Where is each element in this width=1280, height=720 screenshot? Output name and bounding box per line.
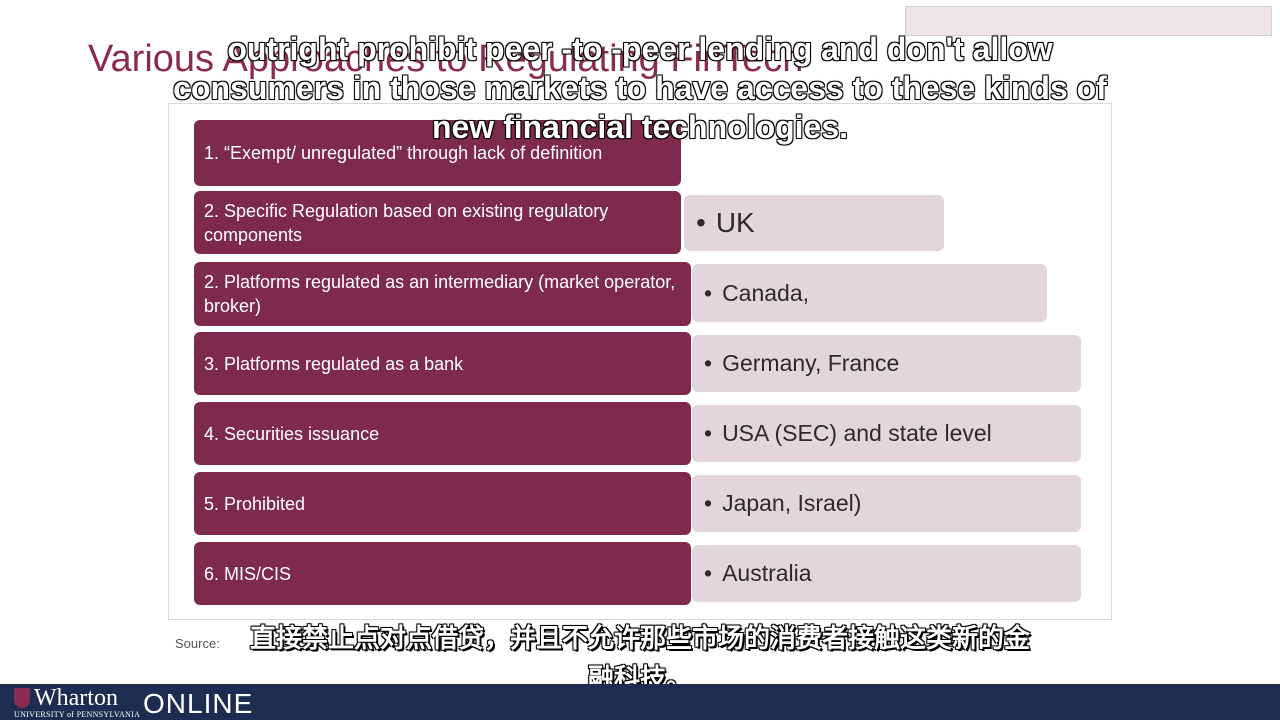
- footer-bar: [0, 684, 1280, 720]
- country-box-3: • Canada,: [692, 264, 1047, 322]
- bullet-icon: •: [704, 490, 713, 516]
- approach-row-1: 1. “Exempt/ unregulated” through lack of…: [194, 120, 681, 186]
- approach-label-2: 2. Specific Regulation based on existing…: [204, 200, 609, 245]
- approach-row-2: 2. Specific Regulation based on existing…: [194, 191, 681, 254]
- approach-label-1: 1. “Exempt/ unregulated” through lack of…: [204, 143, 603, 163]
- country-text-2: UK: [715, 207, 755, 238]
- bullet-icon: •: [704, 279, 713, 306]
- wharton-logo-text: Wharton: [34, 685, 118, 711]
- country-box-2: • UK: [684, 195, 944, 251]
- bullet-icon: •: [696, 207, 706, 238]
- subtitle-en-line-3: new financial technologies.: [431, 108, 849, 145]
- country-box-6: • Japan, Israel): [692, 475, 1081, 532]
- approach-label-4: 3. Platforms regulated as a bank: [204, 353, 464, 374]
- approach-row-5: 4. Securities issuance: [194, 402, 691, 465]
- country-box-7: • Australia: [692, 545, 1081, 602]
- country-text-6: Japan, Israel): [722, 490, 862, 516]
- approach-row-4: 3. Platforms regulated as a bank: [194, 332, 691, 395]
- approach-label-3: 2. Platforms regulated as an intermediar…: [204, 272, 676, 316]
- country-text-3: Canada,: [722, 279, 810, 306]
- approach-label-7: 6. MIS/CIS: [204, 563, 292, 584]
- source-label: Source:: [175, 636, 220, 651]
- slide-title: Various Approaches to Regulating FinTech: [88, 38, 804, 80]
- country-text-7: Australia: [722, 560, 812, 586]
- approach-label-6: 5. Prohibited: [204, 493, 306, 514]
- subtitle-zh-line-1: 直接禁止点对点借贷，并且不允许那些市场的消费者接触这类新的金: [249, 624, 1030, 654]
- watermark-box: [905, 6, 1272, 36]
- bullet-icon: •: [704, 350, 713, 376]
- bullet-icon: •: [704, 560, 713, 586]
- country-text-4: Germany, France: [722, 350, 900, 376]
- country-box-4: • Germany, France: [692, 335, 1081, 392]
- online-logo-text: ONLINE: [143, 688, 254, 719]
- country-text-5: USA (SEC) and state level: [722, 420, 992, 446]
- wharton-shield-icon: [14, 688, 30, 708]
- approach-row-3: 2. Platforms regulated as an intermediar…: [194, 262, 691, 326]
- approach-row-7: 6. MIS/CIS: [194, 542, 691, 605]
- subtitle-en-line-1: outright prohibit peer -to -peer lending…: [227, 30, 1054, 67]
- approach-label-5: 4. Securities issuance: [204, 423, 380, 444]
- approach-row-6: 5. Prohibited: [194, 472, 691, 535]
- bullet-icon: •: [704, 420, 713, 446]
- wharton-logo-subtext: UNIVERSITY of PENNSYLVANIA: [14, 710, 141, 719]
- subtitle-en-line-2: consumers in those markets to have acces…: [173, 69, 1108, 106]
- country-box-5: • USA (SEC) and state level: [692, 405, 1081, 462]
